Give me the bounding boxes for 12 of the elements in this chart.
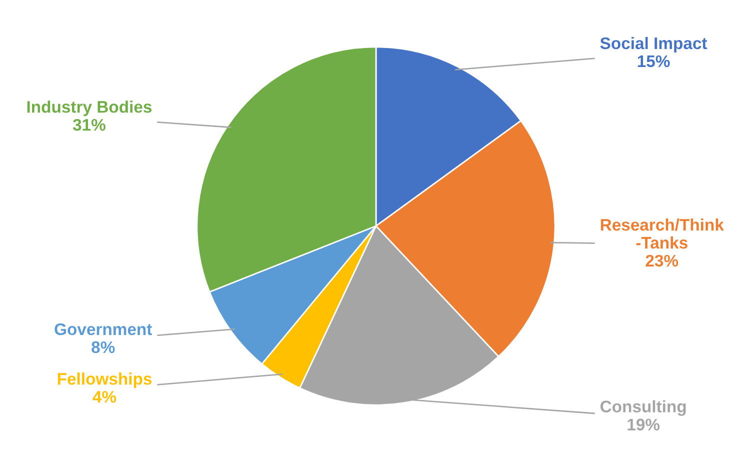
slice-label: Research/Think -Tanks (600, 218, 724, 249)
slice-label: Industry Bodies (27, 100, 152, 116)
data-label: 31% (72, 118, 106, 131)
slice-label: Social Impact (600, 36, 708, 52)
slice-label: Fellowships (58, 372, 152, 388)
data-label: 8% (92, 341, 115, 354)
data-label: 19% (628, 418, 660, 430)
data-label: 4% (92, 390, 116, 403)
slice-label: Consulting (600, 400, 686, 416)
data-label: 15% (638, 55, 670, 68)
data-label: 23% (646, 254, 678, 267)
slice-label: Government (54, 323, 152, 336)
